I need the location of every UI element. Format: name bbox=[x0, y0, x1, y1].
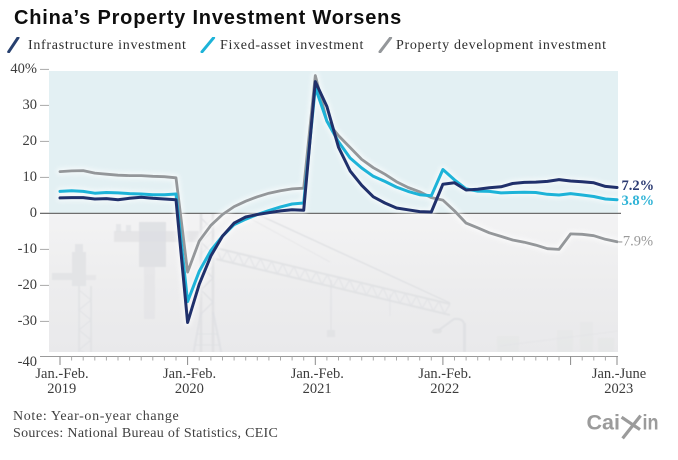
svg-text:Jan.-Feb.: Jan.-Feb. bbox=[35, 366, 88, 382]
svg-text:10: 10 bbox=[23, 169, 38, 185]
svg-text:-20: -20 bbox=[18, 277, 37, 293]
svg-text:20: 20 bbox=[23, 133, 38, 149]
svg-text:2021: 2021 bbox=[303, 381, 332, 397]
svg-text:2023: 2023 bbox=[604, 381, 633, 397]
svg-text:2019: 2019 bbox=[47, 381, 76, 397]
svg-text:40%: 40% bbox=[10, 61, 37, 77]
svg-text:-30: -30 bbox=[18, 313, 37, 329]
svg-text:Jan.-Feb.: Jan.-Feb. bbox=[418, 366, 471, 382]
svg-text:Cai: Cai bbox=[587, 410, 621, 434]
svg-text:2020: 2020 bbox=[175, 381, 204, 397]
svg-text:7.2%: 7.2% bbox=[622, 178, 655, 194]
svg-text:3.8%: 3.8% bbox=[622, 193, 655, 209]
svg-text:2022: 2022 bbox=[430, 381, 459, 397]
svg-text:-7.9%: -7.9% bbox=[618, 234, 653, 250]
svg-text:-10: -10 bbox=[18, 241, 37, 257]
svg-text:-40: -40 bbox=[18, 354, 37, 370]
svg-text:0: 0 bbox=[30, 205, 37, 221]
svg-text:Jan.-Feb.: Jan.-Feb. bbox=[163, 366, 216, 382]
svg-text:Jan.-Feb.: Jan.-Feb. bbox=[291, 366, 344, 382]
svg-text:in: in bbox=[643, 410, 659, 434]
svg-text:30: 30 bbox=[23, 97, 38, 113]
svg-text:Jan.-June: Jan.-June bbox=[592, 366, 646, 382]
